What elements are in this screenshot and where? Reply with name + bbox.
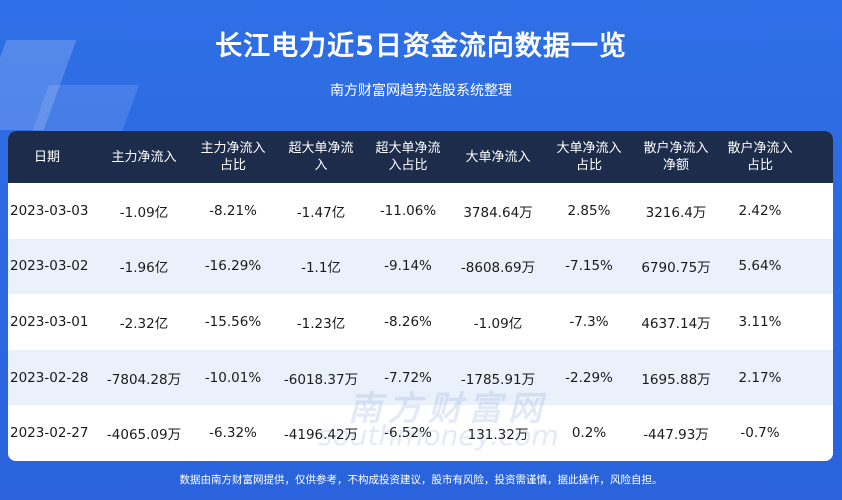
date-cell: 2023-03-02 <box>10 258 89 275</box>
table-cell: -6.52% <box>384 425 432 442</box>
table-cell: 6790.75万 <box>641 260 711 277</box>
column-header-line: 散户净流入 <box>643 141 709 156</box>
table-cell: 2.42% <box>738 202 782 219</box>
column-header-line: 入占比 <box>388 158 428 173</box>
table-cell: 4637.14万 <box>641 315 711 332</box>
table-cell: 5.64% <box>738 258 782 275</box>
column-header-line: 主力净流入 <box>200 141 266 156</box>
column-header: 主力净流入 占比 <box>190 140 276 174</box>
column-header-line: 日期 <box>34 149 61 165</box>
column-header-line: 大单净流入 <box>465 149 531 165</box>
table-cell: -16.29% <box>204 258 262 275</box>
date-cell: 2023-02-27 <box>10 425 89 442</box>
column-header-line: 主力净流入 <box>111 149 177 165</box>
disclaimer: 数据由南方财富网提供，仅供参考，不构成投资建议，股市有风险，投资需谨慎，据此操作… <box>179 474 663 486</box>
table-cell: -2.32亿 <box>119 315 169 332</box>
table-cell: -8.26% <box>384 313 432 330</box>
table-cell: -9.14% <box>384 258 432 275</box>
column-header-line: 占比 <box>746 158 773 173</box>
column-header: 散户净流入 占比 <box>720 140 800 174</box>
date-cell: 2023-03-01 <box>10 313 89 330</box>
table-cell: -1.23亿 <box>296 315 346 332</box>
column-header-line: 净额 <box>662 158 689 173</box>
table-cell: -15.56% <box>204 313 262 330</box>
column-header: 散户净流入 净额 <box>632 140 720 174</box>
column-header-line: 占比 <box>575 158 602 173</box>
page-subtitle: 南方财富网趋势选股系统整理 <box>330 83 512 99</box>
table-cell: -4196.42万 <box>283 427 359 444</box>
table-body: 2023-03-03 -1.09亿 -8.21% -1.47亿 -11.06% 3784.… <box>8 183 833 461</box>
table-cell: -1.09亿 <box>119 204 169 221</box>
table-cell: -8608.69万 <box>460 260 536 277</box>
table-cell: 2.85% <box>567 202 611 219</box>
date-cell: 2023-03-03 <box>10 202 89 219</box>
table-cell: -447.93万 <box>643 427 709 444</box>
column-header-line: 占比 <box>219 158 246 173</box>
column-header-line: 散户净流入 <box>727 141 793 156</box>
column-header: 大单净流入 占比 <box>546 140 632 174</box>
table-cell: 1695.88万 <box>641 371 711 388</box>
table-cell: -7.72% <box>384 369 432 386</box>
column-header: 大单净流入 <box>450 149 546 166</box>
table-cell: 2.17% <box>738 369 782 386</box>
page-title: 长江电力近5日资金流向数据一览 <box>215 31 627 62</box>
column-header-line: 超大单净流 <box>375 141 441 156</box>
table-cell: -7.15% <box>565 258 613 275</box>
column-header-line: 大单净流入 <box>556 141 622 156</box>
table-cell: -1.09亿 <box>473 315 523 332</box>
table-cell: -2.29% <box>565 369 613 386</box>
column-header: 日期 <box>8 149 98 166</box>
table-row: 2023-03-03 -1.09亿 -8.21% -1.47亿 -11.06% 3784.… <box>8 183 833 239</box>
table-row: 2023-03-01 -2.32亿 -15.56% -1.23亿 -8.26% -1.09… <box>8 294 833 350</box>
table-header: 日期 主力净流入 主力净流入 占比 超大单净流入超大单净流 入占比 大单净流入 大单净流入 占比… <box>8 131 833 183</box>
column-header-line: 超大单净流 <box>288 141 354 156</box>
table-cell: -6018.37万 <box>283 371 359 388</box>
table-row: 2023-02-27 -4065.09万 -6.32% -4196.42万 -6.52%… <box>8 405 833 461</box>
table-row: 2023-03-02 -1.96亿 -16.29% -1.1亿 -9.14% -8608.… <box>8 238 833 295</box>
table-cell: -7804.28万 <box>106 371 182 388</box>
date-cell: 2023-02-28 <box>10 369 89 386</box>
table-cell: -11.06% <box>379 202 437 219</box>
table-cell: -4065.09万 <box>106 427 182 444</box>
table-cell: 3216.4万 <box>645 204 707 221</box>
column-header: 超大单净流 入占比 <box>366 140 450 174</box>
table-cell: -8.21% <box>209 202 257 219</box>
table-cell: 3784.64万 <box>463 204 533 221</box>
table-cell: 0.2% <box>571 425 607 442</box>
table-cell: -0.7% <box>740 425 780 442</box>
table-cell: 3.11% <box>738 313 782 330</box>
table-cell: -7.3% <box>569 313 609 330</box>
table-cell: 131.32万 <box>467 427 529 444</box>
table-cell: -1.1亿 <box>301 260 341 277</box>
column-header-line: 入 <box>314 158 328 173</box>
column-header: 超大单净流入 <box>276 140 366 174</box>
table-cell: -1.47亿 <box>296 204 346 221</box>
fund-flow-table: 日期 主力净流入 主力净流入 占比 超大单净流入超大单净流 入占比 大单净流入 大单净流入 占比… <box>8 131 833 461</box>
column-header: 主力净流入 <box>98 149 190 166</box>
table-cell: -1785.91万 <box>460 371 536 388</box>
table-cell: -1.96亿 <box>119 260 169 277</box>
table-cell: -6.32% <box>209 425 257 442</box>
table-cell: -10.01% <box>204 369 262 386</box>
table-row: 2023-02-28 -7804.28万 -10.01% -6018.37万 -7.72… <box>8 349 833 406</box>
